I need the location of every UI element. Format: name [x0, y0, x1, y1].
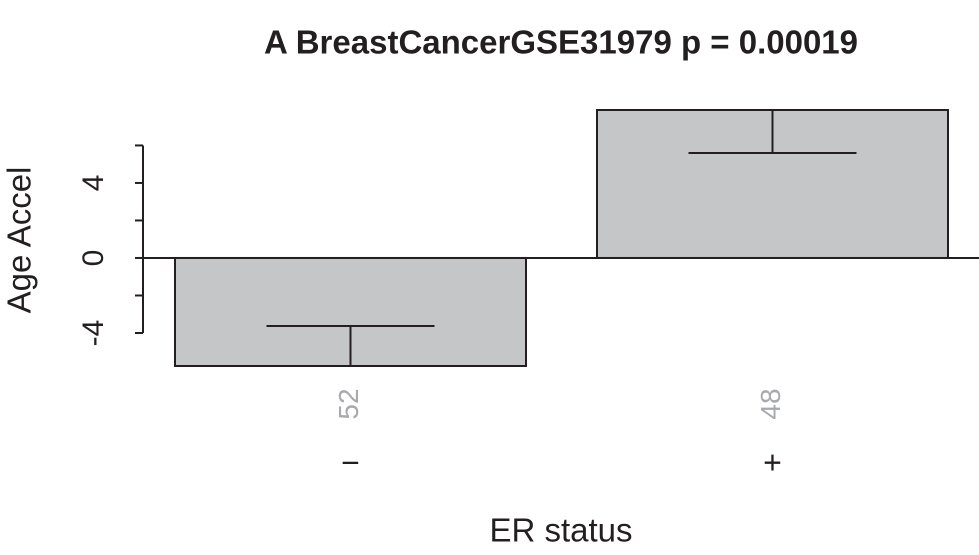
- x-axis-label: ER status: [489, 512, 632, 549]
- y-tick-label: 4: [77, 175, 110, 192]
- y-axis-label: Age Accel: [1, 167, 38, 314]
- x-tick-label: −: [341, 444, 360, 480]
- x-tick-label: +: [763, 444, 782, 480]
- count-label: 48: [755, 388, 786, 419]
- count-label: 52: [333, 388, 364, 419]
- y-tick-label: -4: [77, 320, 110, 347]
- error-bar: [266, 325, 435, 366]
- error-bar: [688, 110, 857, 154]
- y-tick-label: 0: [77, 250, 110, 267]
- chart-title: A BreastCancerGSE31979 p = 0.00019: [264, 24, 858, 61]
